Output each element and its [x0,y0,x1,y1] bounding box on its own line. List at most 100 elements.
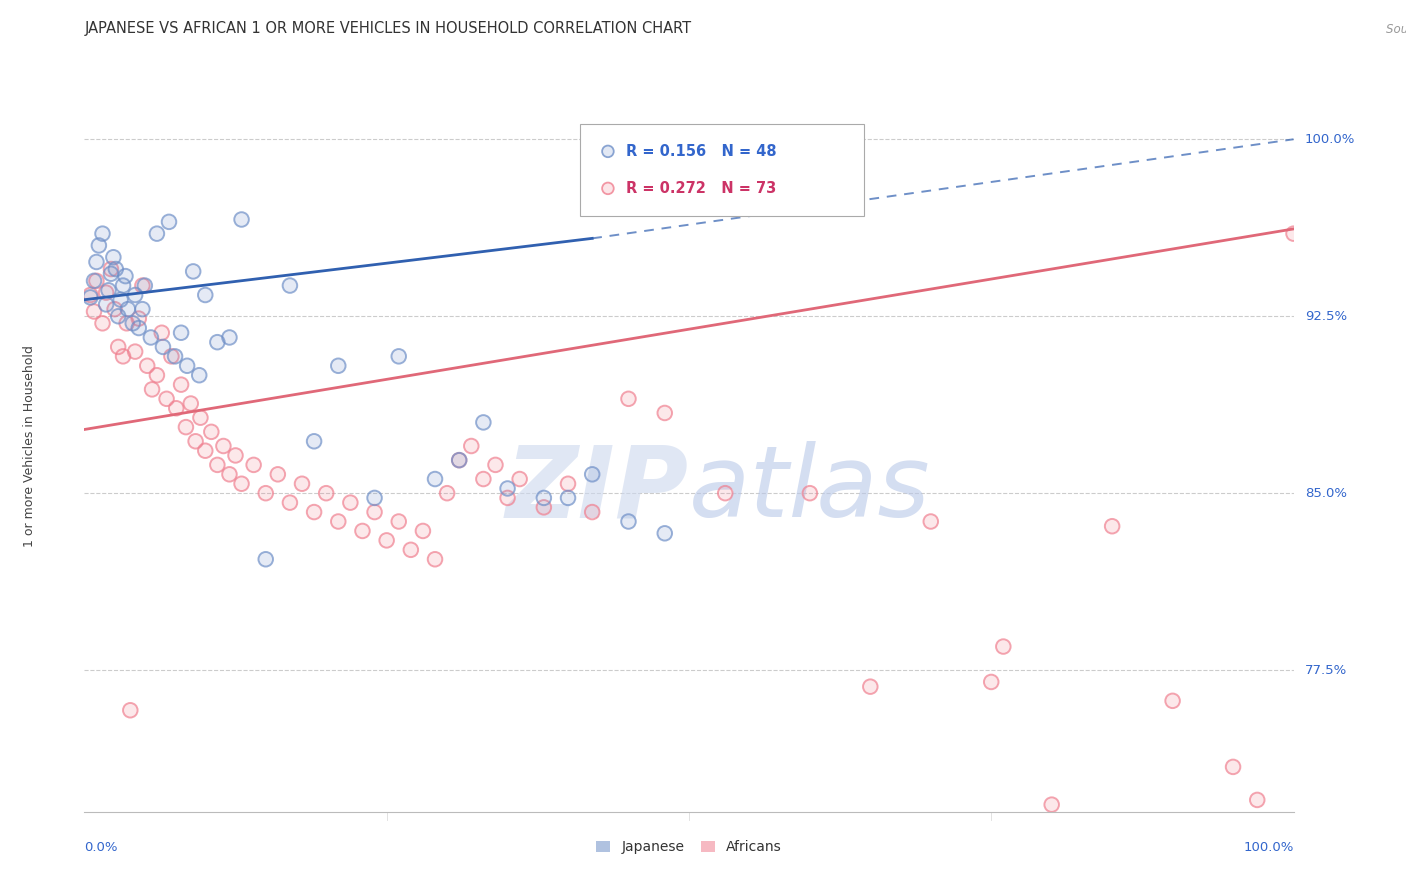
Point [302,505,325,519]
Point [254,486,277,500]
Point [114,269,136,284]
Point [170,326,193,340]
Point [112,278,135,293]
Point [194,443,217,458]
Point [617,392,640,406]
Point [654,526,676,541]
Point [94,285,117,300]
Point [496,491,519,505]
Point [533,491,555,505]
Point [176,359,198,373]
Point [509,472,531,486]
Point [218,467,240,482]
Point [423,552,446,566]
Point [117,302,139,317]
Point [436,486,458,500]
Point [920,515,942,529]
Point [190,410,212,425]
Point [399,542,422,557]
Point [139,330,162,344]
Point [136,359,159,373]
Point [107,310,129,324]
Point [152,340,174,354]
Point [596,361,619,376]
Point [103,250,125,264]
Point [423,552,446,566]
Point [352,524,374,538]
Point [533,500,555,515]
Point [112,349,135,363]
Point [121,316,143,330]
Point [79,288,101,302]
Point [980,675,1002,690]
Point [83,304,105,318]
Point [115,316,138,330]
Point [180,396,202,410]
Point [1161,694,1184,708]
Point [225,449,247,463]
Point [86,255,108,269]
Point [107,310,129,324]
Point [184,434,207,449]
Point [617,515,640,529]
Point [363,505,385,519]
Point [87,238,110,252]
Point [94,285,117,300]
Point [91,316,114,330]
Point [104,262,127,277]
Text: 92.5%: 92.5% [1305,310,1347,323]
Point [131,302,153,317]
Point [165,349,187,363]
Point [557,476,579,491]
Point [141,383,163,397]
Point [146,368,169,383]
Point [278,495,301,509]
Point [496,482,519,496]
Point [388,349,411,363]
Point [107,340,129,354]
Point [920,515,942,529]
Point [79,288,101,302]
Point [114,269,136,284]
Point [1101,519,1123,533]
Point [278,278,301,293]
Point [799,486,821,500]
Point [328,359,350,373]
Point [100,267,122,281]
Point [302,434,325,449]
Point [218,330,240,344]
Point [91,227,114,241]
Point [174,420,197,434]
Point [160,349,183,363]
Point [449,453,471,467]
Point [86,255,108,269]
Point [352,524,374,538]
Point [267,467,290,482]
Text: 100.0%: 100.0% [1243,841,1294,854]
Point [86,274,108,288]
Point [859,680,882,694]
Point [557,491,579,505]
Point [254,552,277,566]
Point [94,297,117,311]
Point [212,439,235,453]
Point [79,290,101,304]
Point [231,476,253,491]
Point [278,278,301,293]
Point [146,227,169,241]
Point [533,491,555,505]
Point [654,526,676,541]
Point [496,482,519,496]
Point [112,278,135,293]
Point [131,278,153,293]
Point [302,505,325,519]
Point [242,458,264,472]
Point [472,416,495,430]
Point [200,425,222,439]
Point [254,552,277,566]
Point [231,212,253,227]
Text: Source: ZipAtlas.com: Source: ZipAtlas.com [1385,23,1406,37]
Legend: Japanese, Africans: Japanese, Africans [591,835,787,860]
Point [97,283,120,297]
Point [509,472,531,486]
